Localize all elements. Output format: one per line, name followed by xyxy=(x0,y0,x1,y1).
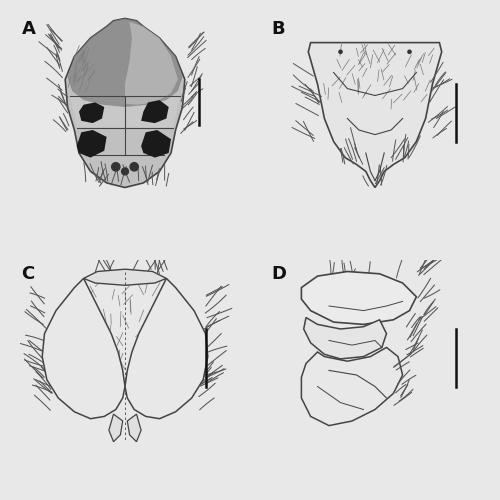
Circle shape xyxy=(130,162,138,171)
Circle shape xyxy=(339,50,342,53)
Polygon shape xyxy=(304,318,386,359)
Text: A: A xyxy=(22,20,36,38)
Polygon shape xyxy=(141,100,169,123)
Polygon shape xyxy=(128,414,141,442)
Polygon shape xyxy=(141,130,171,158)
Polygon shape xyxy=(65,18,185,188)
Polygon shape xyxy=(302,348,402,426)
Polygon shape xyxy=(125,278,208,418)
Text: B: B xyxy=(272,20,285,38)
Polygon shape xyxy=(109,414,122,442)
Polygon shape xyxy=(76,130,106,158)
Circle shape xyxy=(122,168,128,175)
Polygon shape xyxy=(302,272,416,324)
Text: D: D xyxy=(272,264,286,282)
Polygon shape xyxy=(42,278,125,418)
Circle shape xyxy=(112,162,120,171)
Polygon shape xyxy=(68,18,182,107)
Polygon shape xyxy=(125,22,178,104)
Text: C: C xyxy=(22,264,35,282)
Circle shape xyxy=(408,50,411,53)
Polygon shape xyxy=(84,269,166,285)
Polygon shape xyxy=(308,42,442,188)
Polygon shape xyxy=(70,96,180,128)
Polygon shape xyxy=(79,102,104,123)
